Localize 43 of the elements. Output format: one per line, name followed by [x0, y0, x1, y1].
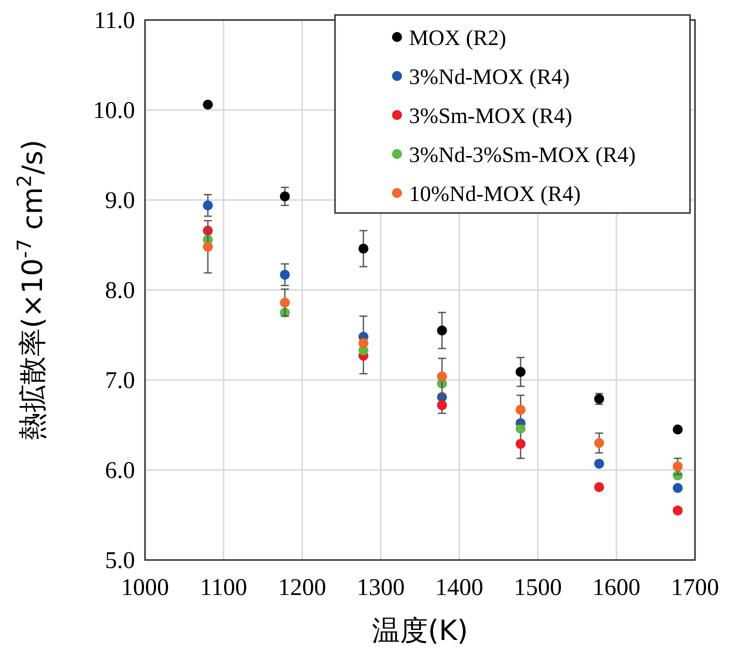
legend-label: 3%Nd-MOX (R4) — [409, 64, 570, 89]
y-tick-label: 10.0 — [93, 98, 135, 124]
y-tick-label: 11.0 — [94, 8, 135, 34]
point — [202, 100, 213, 110]
point — [202, 200, 213, 210]
point — [280, 270, 290, 280]
y-tick-label: 9.0 — [105, 188, 135, 214]
x-tick-label: 1500 — [514, 575, 562, 601]
y-tick-label: 6.0 — [105, 458, 135, 484]
legend-label: 3%Nd-3%Sm-MOX (R4) — [409, 142, 636, 167]
x-tick-label: 1000 — [121, 575, 169, 601]
x-tick-label: 1400 — [435, 575, 484, 601]
x-tick-label: 1300 — [356, 575, 405, 601]
point — [594, 482, 604, 492]
point — [672, 424, 683, 434]
point — [280, 191, 290, 202]
point — [672, 506, 683, 516]
legend-label: 10%Nd-MOX (R4) — [409, 181, 581, 206]
y-tick-label: 8.0 — [105, 278, 135, 304]
point — [280, 298, 290, 308]
point — [437, 371, 447, 382]
y-tick-label: 5.0 — [105, 548, 135, 574]
point — [672, 483, 683, 493]
point — [594, 458, 604, 469]
point — [437, 326, 447, 336]
point — [358, 244, 368, 254]
legend-label: 3%Sm-MOX (R4) — [409, 103, 572, 128]
point — [672, 461, 683, 472]
point — [594, 438, 604, 448]
x-tick-label: 1600 — [592, 575, 640, 601]
point — [437, 400, 447, 410]
legend-label: MOX (R2) — [409, 25, 506, 50]
point — [516, 438, 526, 449]
point — [516, 366, 526, 377]
point — [516, 404, 526, 415]
point — [358, 338, 368, 348]
x-axis-title: 温度(K) — [372, 614, 468, 647]
y-tick-label: 7.0 — [105, 368, 135, 394]
x-tick-label: 1700 — [671, 575, 719, 601]
point — [202, 242, 213, 252]
point — [516, 424, 526, 434]
x-tick-label: 1200 — [278, 575, 326, 601]
x-tick-label: 1100 — [200, 575, 248, 601]
